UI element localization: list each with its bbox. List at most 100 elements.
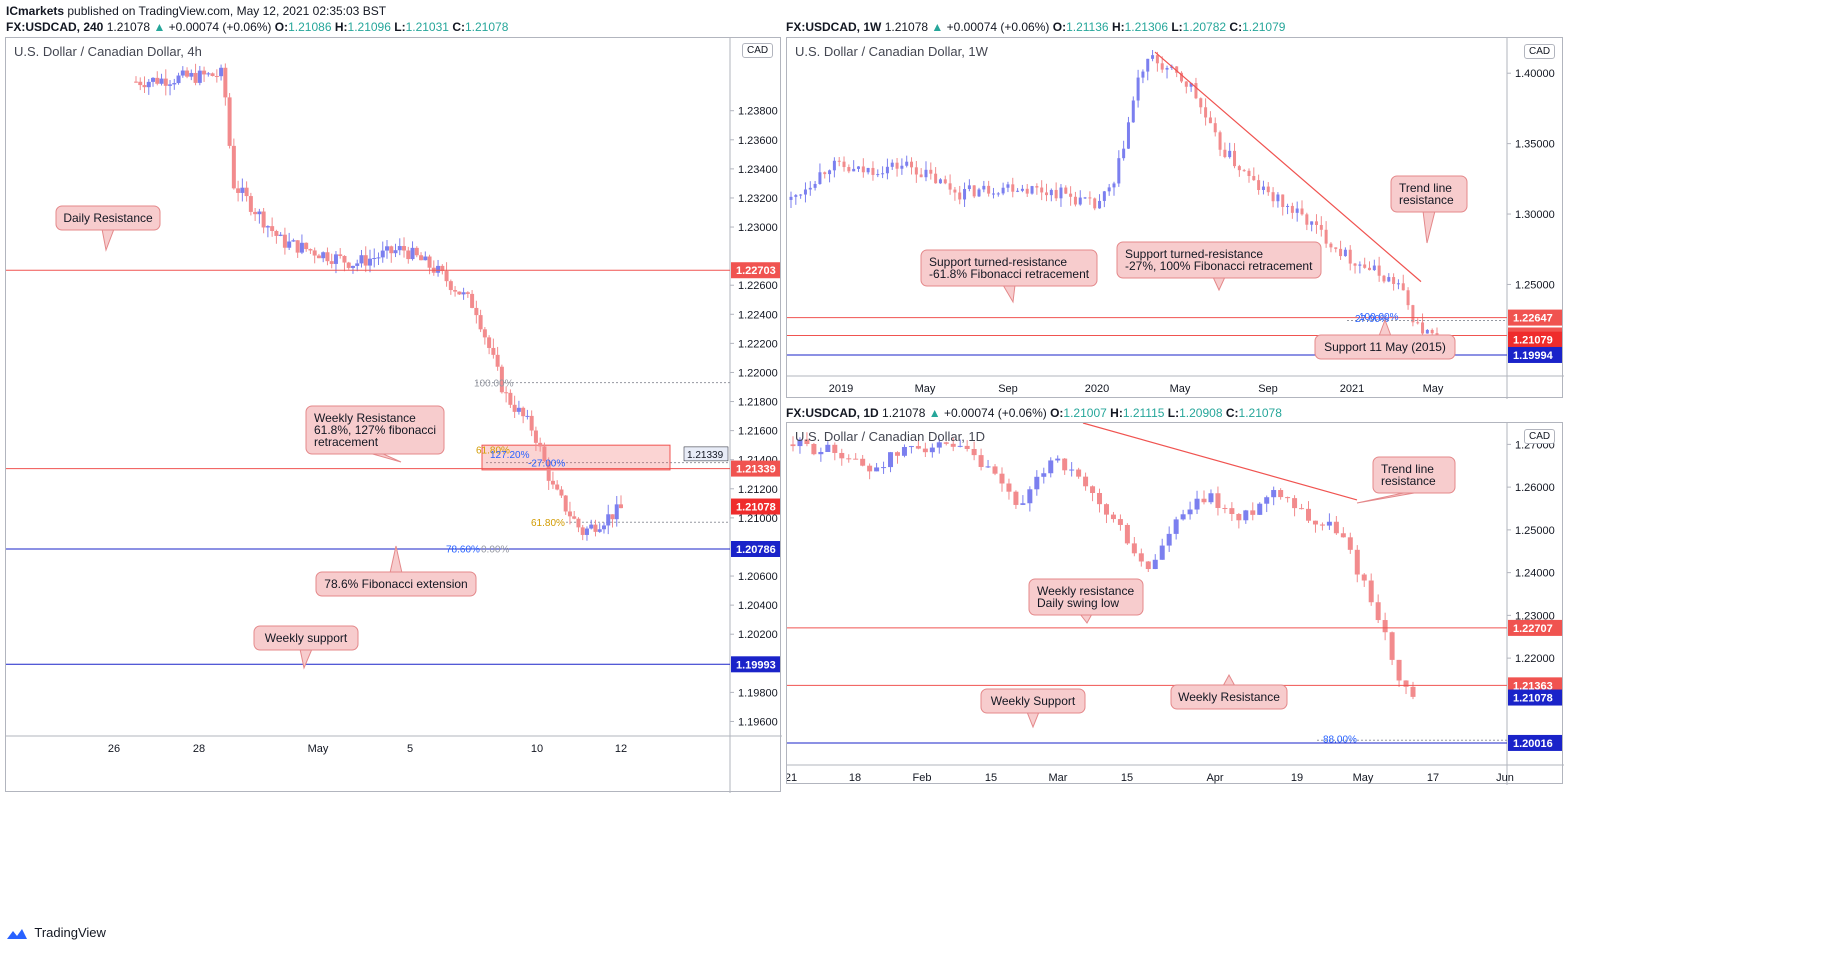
- candle-body: [1363, 264, 1367, 268]
- candle-body: [803, 189, 807, 195]
- chart-panel-1w[interactable]: U.S. Dollar / Canadian Dollar, 1W CAD 1.…: [786, 37, 1564, 399]
- callout-box: [1028, 578, 1144, 616]
- chart-canvas[interactable]: 1.270001.260001.250001.240001.230001.220…: [787, 423, 1564, 785]
- candle-body: [1310, 221, 1314, 225]
- candle-body: [1097, 492, 1103, 505]
- candle-body: [274, 231, 279, 236]
- close-value: 1.21079: [1242, 20, 1286, 34]
- callout-text: resistance: [1399, 193, 1454, 207]
- last-price: 1.21078: [884, 20, 929, 34]
- callout-text: Daily Resistance: [63, 211, 153, 225]
- zone-price-label: 1.21339: [687, 450, 724, 461]
- candle-body: [1160, 63, 1164, 70]
- candle-body: [1396, 283, 1400, 285]
- candle-body: [908, 446, 914, 448]
- candle-body: [1117, 158, 1121, 184]
- candle-body: [876, 174, 880, 176]
- candle-body: [151, 77, 156, 82]
- candle-body: [1124, 524, 1130, 544]
- candle-body: [223, 67, 228, 98]
- candle-body: [219, 67, 224, 77]
- candle-body: [900, 165, 904, 169]
- fib-label: 100.00%: [474, 379, 514, 390]
- candle-body: [1333, 521, 1339, 534]
- currency-tag[interactable]: CAD: [742, 43, 774, 58]
- candle-body: [818, 172, 822, 184]
- candle-body: [525, 415, 530, 417]
- callout-pointer: [1026, 711, 1040, 729]
- callout-weekly-support[interactable]: Weekly Support: [980, 688, 1086, 729]
- callout-pointer: [1356, 491, 1421, 504]
- candle-body: [996, 193, 1000, 195]
- candle-body: [1375, 602, 1381, 621]
- open-value: 1.21007: [1063, 406, 1107, 420]
- candle-body: [1098, 200, 1102, 209]
- candle-body: [589, 524, 594, 529]
- candle-body: [790, 444, 796, 447]
- y-tick-label: 1.21200: [738, 484, 778, 496]
- chart-panel-1d[interactable]: U.S. Dollar / Canadian Dollar, 1D CAD 1.…: [786, 422, 1564, 785]
- price-tag: 1.22707: [1513, 623, 1553, 635]
- currency-tag[interactable]: CAD: [1524, 429, 1556, 444]
- callout-support-2015[interactable]: Support 11 May (2015): [1314, 318, 1456, 360]
- price-change: +0.00074 (+0.06%): [946, 20, 1050, 34]
- candle-body: [861, 166, 865, 173]
- candle-body: [1305, 214, 1309, 225]
- chart-title: U.S. Dollar / Canadian Dollar, 1W: [795, 44, 988, 59]
- x-tick-label: Jun: [1496, 772, 1514, 784]
- candle-body: [1295, 208, 1299, 213]
- candle-body: [971, 448, 977, 456]
- currency-tag[interactable]: CAD: [1524, 44, 1556, 59]
- y-tick-label: 1.19800: [738, 687, 778, 699]
- candle-body: [832, 444, 838, 453]
- candle-body: [1159, 545, 1165, 560]
- candle-body: [1146, 58, 1150, 72]
- candle-body: [516, 407, 521, 412]
- candle-body: [1324, 229, 1328, 244]
- candle-body: [1064, 187, 1068, 194]
- callout-support-resistance-27[interactable]: Support turned-resistance-27%, 100% Fibo…: [1116, 241, 1322, 292]
- candle-body: [818, 451, 824, 455]
- candle-body: [888, 452, 894, 468]
- candle-body: [1165, 67, 1169, 70]
- callout-weekly-support[interactable]: Weekly support: [253, 625, 359, 670]
- candle-body: [804, 439, 810, 444]
- fib-label: 88.00%: [1323, 734, 1357, 745]
- chart-canvas[interactable]: 1.23800 1.23600 1.23400 1.23200 1.23000 1.226…: [6, 38, 782, 793]
- candle-body: [1069, 193, 1073, 197]
- candle-body: [1215, 493, 1221, 508]
- candle-body: [929, 169, 933, 174]
- tradingview-logo[interactable]: TradingView: [6, 925, 106, 941]
- y-tick-label: 1.22600: [738, 280, 778, 292]
- candle-body: [1006, 483, 1012, 492]
- candle-body: [206, 73, 211, 75]
- candle-body: [555, 484, 560, 490]
- chart-panel-4h[interactable]: U.S. Dollar / Canadian Dollar, 4h CAD 1.…: [5, 37, 782, 793]
- callout-weekly-resistance[interactable]: Weekly Resistance: [1170, 673, 1288, 710]
- candle-body: [546, 461, 551, 481]
- callout-text: Trend line: [1399, 181, 1452, 195]
- candle-body: [414, 247, 419, 256]
- candle-body: [936, 442, 942, 448]
- callout-fib-extension[interactable]: 78.6% Fibonacci extension: [315, 545, 477, 597]
- candle-body: [1368, 580, 1374, 603]
- candle-body: [813, 183, 817, 188]
- candle-body: [1059, 187, 1063, 199]
- callout-support-resistance-618[interactable]: Support turned-resistance-61.8% Fibonacc…: [920, 249, 1098, 304]
- trend-line: [1082, 423, 1358, 501]
- candle-body: [350, 265, 355, 268]
- callout-daily-resistance[interactable]: Daily Resistance: [55, 205, 161, 252]
- x-tick-label: Apr: [1206, 772, 1223, 784]
- price-tag: 1.19993: [736, 659, 776, 671]
- callout-pointer: [1422, 210, 1436, 244]
- chart-canvas[interactable]: 1.40000 1.35000 1.30000 1.25000 2019 May Sep 20…: [787, 38, 1564, 399]
- candle-body: [461, 292, 466, 295]
- x-tick-label: 26: [108, 743, 120, 755]
- candle-body: [1041, 473, 1047, 477]
- candle-body: [922, 448, 928, 453]
- candle-body: [1187, 509, 1193, 515]
